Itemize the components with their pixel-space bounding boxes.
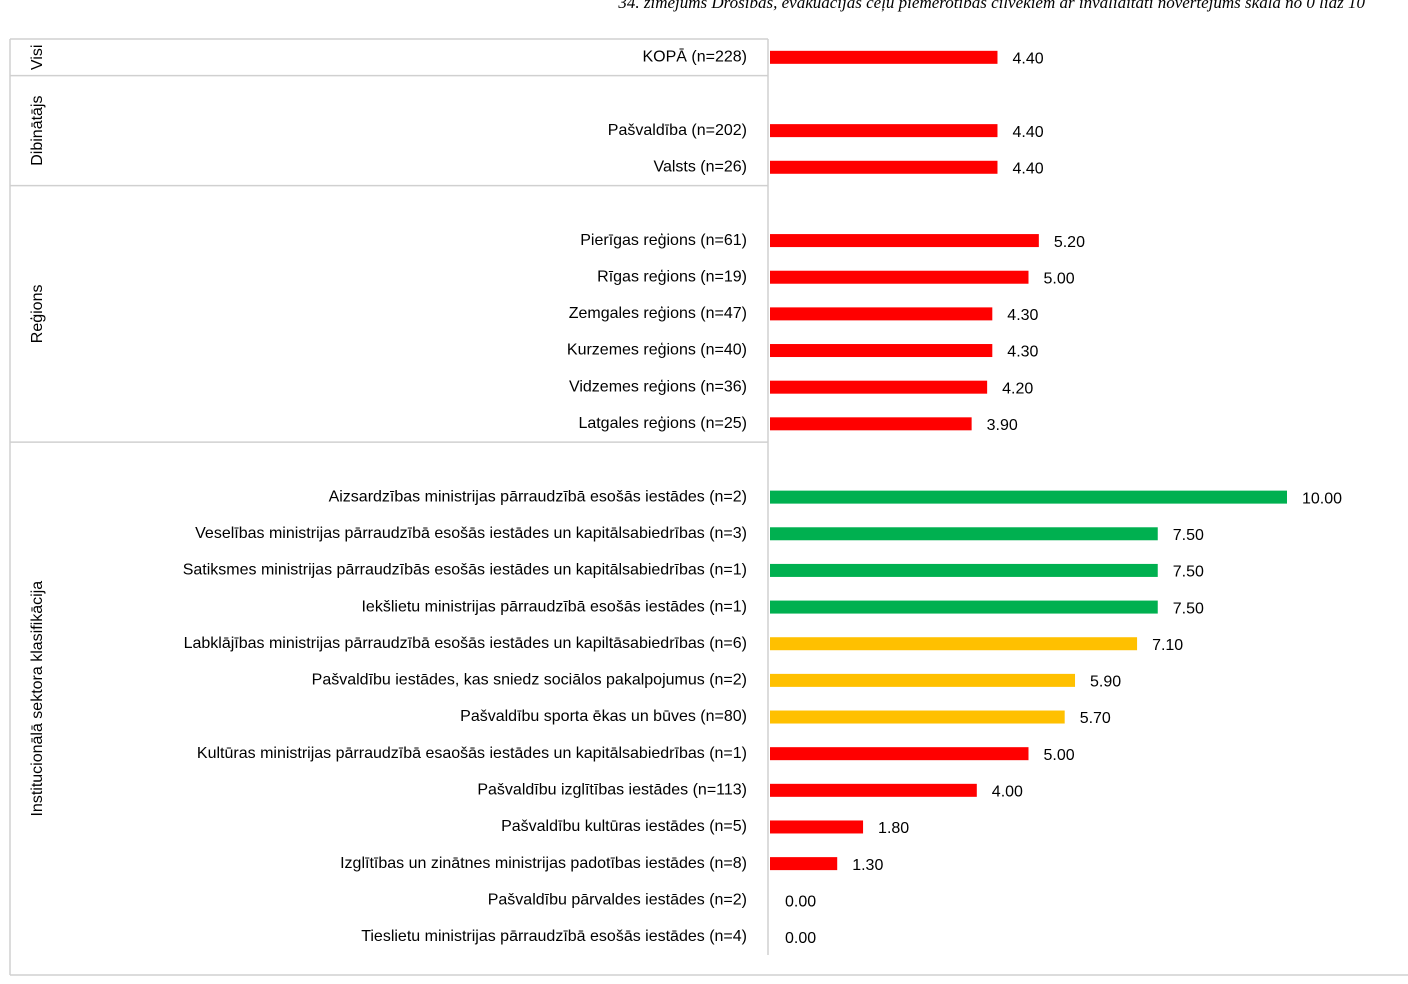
bar xyxy=(770,637,1138,651)
bar xyxy=(770,820,864,834)
value-label: 4.40 xyxy=(1012,160,1043,177)
bar xyxy=(770,563,1158,577)
bar xyxy=(770,490,1287,504)
bar xyxy=(770,710,1065,724)
category-label: Pašvaldību izglītības iestādes (n=113) xyxy=(477,782,747,799)
bar xyxy=(770,417,972,431)
value-label: 7.50 xyxy=(1173,564,1204,581)
category-label: Vidzemes reģions (n=36) xyxy=(569,377,747,395)
value-label: 0.00 xyxy=(785,930,816,947)
value-label: 5.20 xyxy=(1054,234,1085,251)
value-label: 4.40 xyxy=(1012,124,1043,141)
bar xyxy=(770,673,1076,687)
category-label: Rīgas reģions (n=19) xyxy=(597,267,747,285)
value-label: 4.30 xyxy=(1007,307,1038,324)
bar xyxy=(770,270,1029,284)
bar xyxy=(770,783,977,797)
bar xyxy=(770,50,998,64)
bar xyxy=(770,857,838,871)
value-label: 1.30 xyxy=(852,857,883,874)
value-label: 5.00 xyxy=(1044,270,1075,287)
category-label: Izglītības un zinātnes ministrijas padot… xyxy=(340,855,747,872)
category-label: Zemgales reģions (n=47) xyxy=(569,304,747,322)
category-label: KOPĀ (n=228) xyxy=(643,48,748,66)
bar xyxy=(770,344,993,358)
category-label: Kurzemes reģions (n=40) xyxy=(567,341,747,359)
category-label: Veselības ministrijas pārraudzībā esošās… xyxy=(195,525,747,542)
bar xyxy=(770,307,993,321)
category-label: Aizsardzības ministrijas pārraudzībā eso… xyxy=(329,488,747,505)
group-label: Reģions xyxy=(28,285,46,344)
chart-title: 34. zīmējums Drošības, evakuācijas ceļu … xyxy=(617,0,1365,12)
category-label: Latgales reģions (n=25) xyxy=(578,414,747,432)
value-label: 4.30 xyxy=(1007,344,1038,361)
category-label: Valsts (n=26) xyxy=(653,158,747,175)
value-label: 5.00 xyxy=(1044,747,1075,764)
bar xyxy=(770,527,1158,541)
value-label: 5.90 xyxy=(1090,674,1121,691)
bar xyxy=(770,160,998,174)
value-label: 5.70 xyxy=(1080,710,1111,727)
category-label: Pašvaldību kultūras iestādes (n=5) xyxy=(501,818,747,835)
value-label: 4.20 xyxy=(1002,380,1033,397)
category-label: Tieslietu ministrijas pārraudzībā esošās… xyxy=(361,928,747,945)
category-label: Labklājības ministrijas pārraudzībā esoš… xyxy=(184,635,747,652)
value-label: 7.50 xyxy=(1173,527,1204,544)
value-label: 7.50 xyxy=(1173,600,1204,617)
category-label: Pašvaldību pārvaldes iestādes (n=2) xyxy=(488,891,747,908)
value-label: 3.90 xyxy=(987,417,1018,434)
category-label: Pašvaldību sporta ēkas un būves (n=80) xyxy=(460,708,747,725)
bar xyxy=(770,234,1039,248)
bar xyxy=(770,380,988,394)
group-label: Dibinātājs xyxy=(29,95,46,165)
category-label: Pašvaldība (n=202) xyxy=(608,122,747,139)
group-label: Visi xyxy=(29,45,46,70)
value-label: 4.40 xyxy=(1012,51,1043,68)
value-label: 4.00 xyxy=(992,784,1023,801)
category-label: Kultūras ministrijas pārraudzībā esaošās… xyxy=(197,745,747,762)
bar xyxy=(770,124,998,138)
category-label: Pierīgas reģions (n=61) xyxy=(580,231,747,249)
group-label: Institucionālā sektora klasifikācija xyxy=(29,581,46,817)
category-label: Pašvaldību iestādes, kas sniedz sociālos… xyxy=(312,672,747,689)
bar xyxy=(770,747,1029,761)
value-label: 10.00 xyxy=(1302,490,1342,507)
value-label: 0.00 xyxy=(785,893,816,910)
category-label: Satiksmes ministrijas pārraudzībās esošā… xyxy=(183,562,747,579)
value-label: 1.80 xyxy=(878,820,909,837)
value-label: 7.10 xyxy=(1152,637,1183,654)
category-label: Iekšlietu ministrijas pārraudzībā esošās… xyxy=(361,598,747,615)
bar xyxy=(770,600,1158,614)
